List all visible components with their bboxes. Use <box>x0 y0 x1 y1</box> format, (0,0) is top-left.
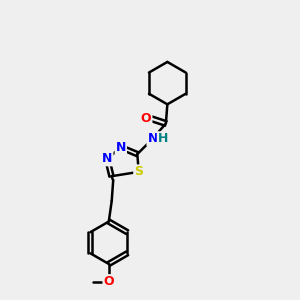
Text: H: H <box>158 132 168 145</box>
Text: N: N <box>116 141 126 154</box>
Text: N: N <box>102 152 112 165</box>
Text: N: N <box>147 132 158 145</box>
Text: S: S <box>134 165 143 178</box>
Text: O: O <box>103 275 114 288</box>
Text: O: O <box>141 112 152 125</box>
